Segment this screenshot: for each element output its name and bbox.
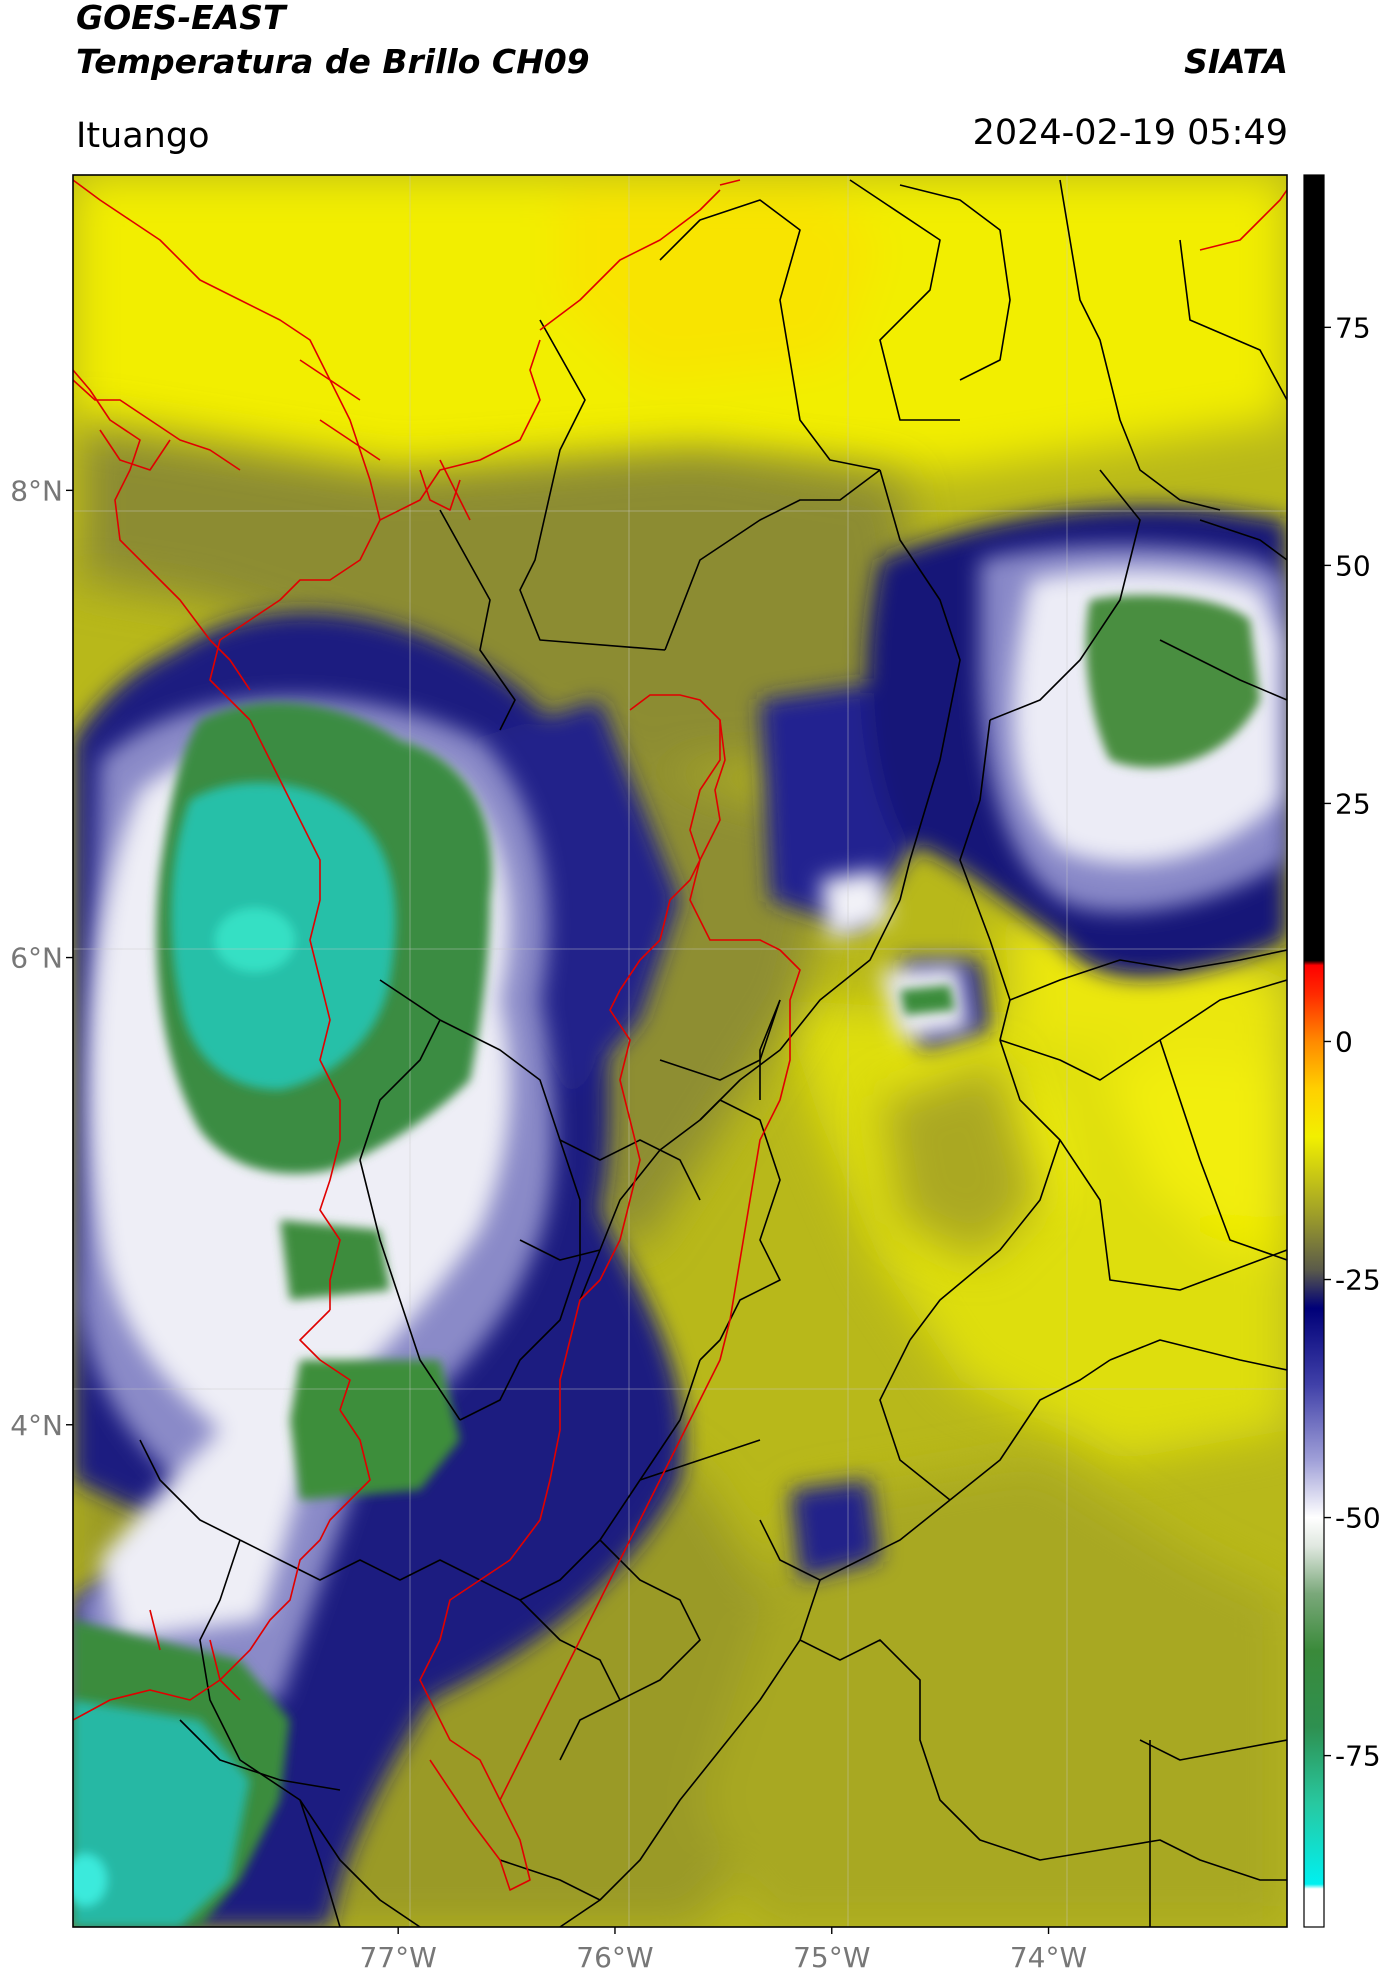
teal-cores (73, 782, 396, 1927)
lon-tick-label: 75°W (793, 1941, 870, 1974)
colorbar-tick-label: 50 (1335, 549, 1371, 582)
map-gridlines (73, 175, 1287, 1927)
latitude-tick-labels: 8°N 6°N 4°N (10, 474, 73, 1442)
lon-tick-label: 76°W (576, 1941, 653, 1974)
timestamp-label: 2024-02-19 05:49 (972, 113, 1288, 153)
colorbar-tick-label: 25 (1335, 787, 1371, 820)
lon-tick-label: 77°W (360, 1941, 437, 1974)
colorbar: 75 50 25 0 -25 -50 -75 (1303, 174, 1381, 1928)
colorbar-tick-label: -50 (1335, 1502, 1381, 1535)
colorbar-gradient (1304, 175, 1324, 1927)
satellite-title: GOES-EAST (76, 0, 286, 37)
map-frame (72, 174, 1288, 1928)
lon-tick-label: 74°W (1010, 1941, 1087, 1974)
colorbar-tick-label: -25 (1335, 1264, 1381, 1297)
lat-tick-label: 6°N (10, 942, 63, 975)
colorbar-tick-label: 75 (1335, 311, 1371, 344)
lat-tick-label: 8°N (10, 474, 63, 507)
longitude-tick-labels: 77°W 76°W 75°W 74°W (360, 1927, 1087, 1974)
product-title: Temperatura de Brillo CH09 (76, 42, 590, 81)
colorbar-tick-label: 0 (1335, 1025, 1353, 1058)
colorbar-tick-label: -75 (1335, 1740, 1381, 1773)
brand-label: SIATA (1184, 42, 1288, 81)
location-label: Ituango (76, 116, 210, 156)
colorbar-tick-labels: 75 50 25 0 -25 -50 -75 (1324, 311, 1381, 1773)
department-borders (139, 179, 1287, 1927)
brightness-temperature-field (73, 175, 1287, 1927)
lat-tick-label: 4°N (10, 1409, 63, 1442)
coastline-and-region (73, 179, 1287, 1891)
colorbar-frame (1303, 174, 1325, 1928)
